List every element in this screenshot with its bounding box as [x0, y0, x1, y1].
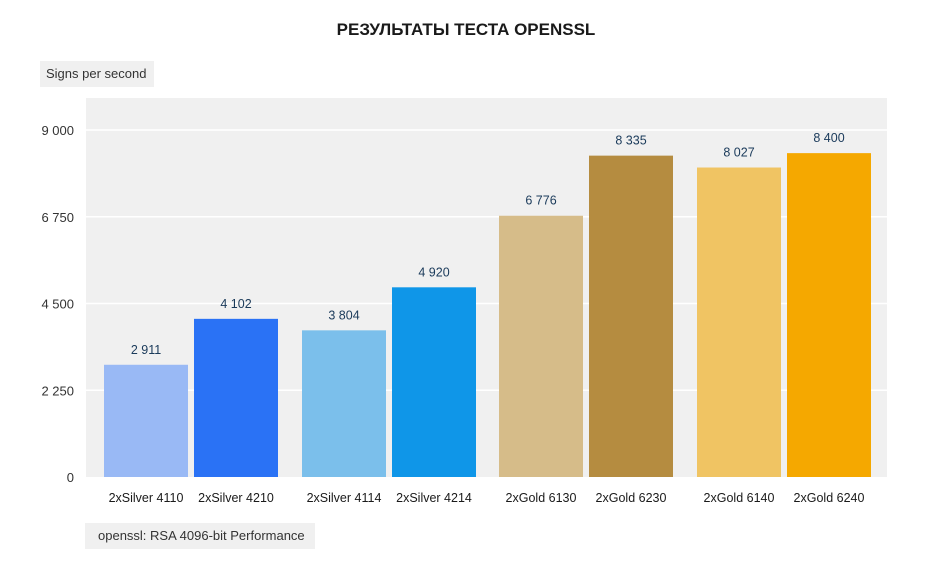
y-tick-label: 0 [67, 470, 74, 485]
bar [697, 167, 781, 477]
data-label: 8 027 [723, 146, 754, 160]
bar [499, 215, 583, 477]
x-tick-label: 2xSilver 4114 [307, 491, 382, 505]
bar [302, 330, 386, 477]
data-label: 4 102 [220, 297, 251, 311]
x-tick-label: 2xGold 6130 [506, 491, 577, 505]
x-tick-label: 2xSilver 4110 [109, 491, 184, 505]
data-label: 3 804 [328, 308, 359, 322]
chart-title: РЕЗУЛЬТАТЫ ТЕСТА OPENSSL [336, 20, 596, 39]
data-label: 4 920 [418, 265, 449, 279]
bar [104, 364, 188, 477]
bar [589, 155, 673, 477]
bar [392, 287, 476, 477]
data-label: 8 335 [615, 134, 646, 148]
x-tick-label: 2xSilver 4210 [198, 491, 274, 505]
y-tick-label: 4 500 [41, 297, 74, 312]
y-tick-label: 6 750 [41, 210, 74, 225]
x-tick-label: 2xGold 6230 [596, 491, 667, 505]
chart-footnote: openssl: RSA 4096-bit Performance [85, 523, 315, 549]
bar [787, 153, 871, 477]
x-tick-label: 2xGold 6240 [794, 491, 865, 505]
x-tick-label: 2xSilver 4214 [396, 491, 472, 505]
y-axis-label: Signs per second [40, 61, 155, 87]
y-tick-label: 9 000 [41, 123, 74, 138]
x-tick-label: 2xGold 6140 [704, 491, 775, 505]
data-label: 2 911 [131, 343, 161, 357]
data-label: 8 400 [813, 131, 844, 145]
y-tick-label: 2 250 [41, 383, 74, 398]
data-label: 6 776 [525, 194, 556, 208]
bar [194, 318, 278, 477]
